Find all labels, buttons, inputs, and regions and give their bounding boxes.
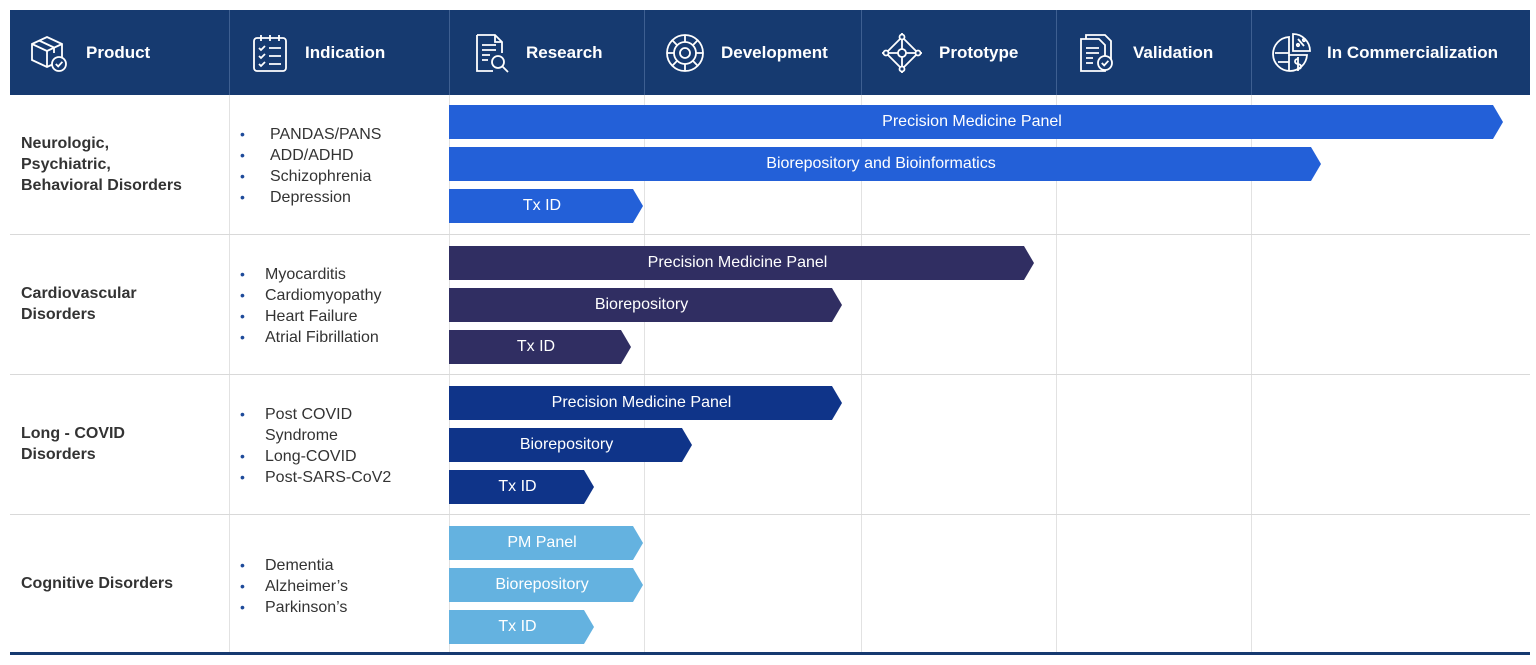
list-item: Cardiomyopathy xyxy=(240,285,382,306)
list-item: PANDAS/PANS xyxy=(240,124,381,145)
header-indication: Indication xyxy=(247,10,447,95)
node-diamond-icon xyxy=(879,30,925,76)
list-item: Long-COVID xyxy=(240,446,391,467)
column-divider xyxy=(1056,95,1057,652)
list-item: Heart Failure xyxy=(240,306,382,327)
document-search-icon xyxy=(468,30,514,76)
row-product-cognitive: Cognitive Disorders xyxy=(21,574,174,592)
pipeline-bar-cognitive-tx-id: Tx ID xyxy=(449,610,594,644)
header-product: Product xyxy=(25,10,230,95)
indication-list-cardiovascular: Myocarditis Cardiomyopathy Heart Failure… xyxy=(240,264,382,348)
list-item: Dementia xyxy=(240,555,348,576)
documents-check-icon xyxy=(1074,30,1120,76)
header-development: Development xyxy=(662,10,862,95)
header-commercialization: In Commercialization xyxy=(1268,10,1530,95)
header-development-label: Development xyxy=(721,42,828,62)
box-check-icon xyxy=(25,30,71,76)
row-product-neurologic: Neurologic, Psychiatric, Behavioral Diso… xyxy=(21,135,182,194)
list-item: Atrial Fibrillation xyxy=(240,327,382,348)
header-prototype-label: Prototype xyxy=(939,42,1019,62)
bottom-rule xyxy=(10,652,1530,655)
list-item: Myocarditis xyxy=(240,264,382,285)
pipeline-bar-cardio-tx-id: Tx ID xyxy=(449,330,631,364)
column-divider xyxy=(229,95,230,652)
list-item: Post-SARS-CoV2 xyxy=(240,467,391,488)
pipeline-bar-cognitive-pm-panel: PM Panel xyxy=(449,526,643,560)
list-item: Parkinson’s xyxy=(240,597,348,618)
header-commercialization-label: In Commercialization xyxy=(1327,42,1498,62)
pipeline-header: Product Indication Resear xyxy=(10,10,1530,95)
pipeline-bar-covid-tx-id: Tx ID xyxy=(449,470,594,504)
list-item: ADD/ADHD xyxy=(240,145,381,166)
column-divider xyxy=(1251,95,1252,652)
list-item: Depression xyxy=(240,187,381,208)
row-divider xyxy=(10,514,1530,515)
header-indication-label: Indication xyxy=(305,42,386,62)
list-item: Post COVID Syndrome xyxy=(240,404,391,446)
pipeline-bar-neuro-pm-panel: Precision Medicine Panel xyxy=(449,105,1503,139)
indication-list-neurologic: PANDAS/PANS ADD/ADHD Schizophrenia Depre… xyxy=(240,124,381,208)
column-divider xyxy=(449,95,450,652)
header-validation: Validation xyxy=(1074,10,1254,95)
pipeline-bar-covid-pm-panel: Precision Medicine Panel xyxy=(449,386,842,420)
header-prototype: Prototype xyxy=(879,10,1059,95)
checklist-icon xyxy=(247,30,293,76)
gear-icon xyxy=(662,30,708,76)
pipeline-bar-cardio-pm-panel: Precision Medicine Panel xyxy=(449,246,1034,280)
list-item: Alzheimer’s xyxy=(240,576,348,597)
list-item: Schizophrenia xyxy=(240,166,381,187)
header-validation-label: Validation xyxy=(1133,42,1214,62)
header-research: Research xyxy=(468,10,648,95)
header-product-label: Product xyxy=(86,42,151,62)
row-divider xyxy=(10,234,1530,235)
pipeline-bar-neuro-biorepository: Biorepository and Bioinformatics xyxy=(449,147,1321,181)
row-product-long-covid: Long - COVID Disorders xyxy=(21,425,125,463)
header-research-label: Research xyxy=(526,42,603,62)
pipeline-bar-cardio-biorepository: Biorepository xyxy=(449,288,842,322)
column-divider xyxy=(861,95,862,652)
pipeline-bar-neuro-tx-id: Tx ID xyxy=(449,189,643,223)
column-divider xyxy=(644,95,645,652)
pipeline-bar-covid-biorepository: Biorepository xyxy=(449,428,692,462)
pie-dollar-percent-icon xyxy=(1268,30,1314,76)
indication-list-cognitive: Dementia Alzheimer’s Parkinson’s xyxy=(240,555,348,618)
row-divider xyxy=(10,374,1530,375)
pipeline-bar-cognitive-biorepository: Biorepository xyxy=(449,568,643,602)
row-product-cardiovascular: Cardiovascular Disorders xyxy=(21,285,137,323)
indication-list-long-covid: Post COVID Syndrome Long-COVID Post-SARS… xyxy=(240,404,391,488)
